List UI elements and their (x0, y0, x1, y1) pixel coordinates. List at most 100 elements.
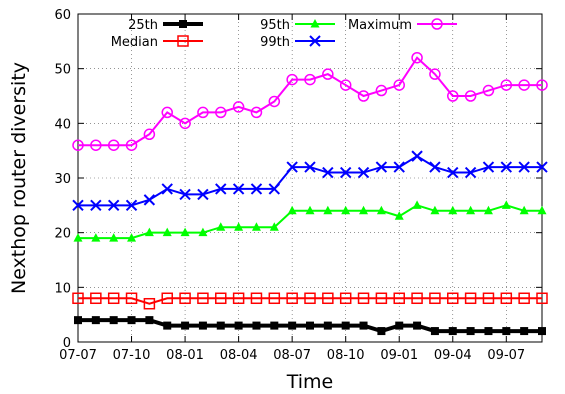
data-point-maximum (322, 68, 334, 80)
data-point-maximum (268, 95, 281, 108)
x-tick-label: 07-07 (59, 348, 97, 363)
data-point-95th (287, 205, 297, 215)
data-point-maximum (107, 139, 120, 151)
series-layer (72, 51, 548, 336)
data-point-25th (538, 327, 546, 336)
y-tick-label: 10 (54, 281, 71, 296)
data-point-25th (163, 321, 172, 330)
data-point-99th (125, 199, 138, 212)
data-point-95th (341, 205, 351, 215)
x-tick-label: 08-01 (166, 348, 204, 363)
data-point-99th (500, 161, 513, 173)
legend-item-99th: 99th (260, 35, 335, 50)
x-tick-label: 08-07 (273, 348, 311, 363)
data-point-99th (482, 161, 495, 173)
data-point-99th (72, 199, 84, 212)
data-point-25th (181, 321, 190, 330)
data-point-maximum (536, 79, 548, 91)
data-point-95th (269, 222, 279, 231)
legend-marker (177, 35, 189, 47)
grid (78, 14, 542, 342)
legend-label: Maximum (348, 18, 412, 33)
data-point-95th (359, 205, 369, 215)
data-point-95th (251, 222, 261, 231)
data-point-25th (359, 321, 368, 330)
data-point-median (125, 292, 138, 305)
legend-label: Median (111, 35, 158, 50)
data-point-25th (520, 327, 529, 336)
data-point-25th (198, 321, 207, 330)
data-point-maximum (447, 90, 459, 102)
data-point-median (500, 292, 513, 305)
data-point-95th (216, 222, 226, 231)
data-point-median (143, 297, 156, 310)
data-point-median (464, 292, 477, 305)
y-tick-label: 0 (63, 336, 71, 351)
data-point-25th (341, 321, 350, 330)
data-point-25th (127, 316, 136, 325)
data-point-median (107, 292, 120, 305)
data-point-99th (536, 161, 548, 173)
data-point-25th (74, 316, 82, 325)
data-point-95th (73, 233, 83, 242)
data-point-25th (306, 321, 314, 330)
y-axis-title: Nexthop router diversity (8, 62, 30, 294)
data-point-25th (430, 327, 439, 336)
data-point-25th (109, 316, 118, 325)
x-tick-label: 08-04 (220, 348, 258, 363)
data-point-95th (323, 205, 333, 215)
data-point-99th (232, 183, 245, 195)
data-point-99th (304, 161, 316, 173)
data-point-99th (464, 166, 477, 179)
data-point-median (322, 292, 334, 305)
data-point-maximum (197, 106, 209, 119)
data-point-maximum (411, 51, 423, 64)
y-tick-label: 50 (54, 63, 71, 78)
data-point-median (286, 292, 298, 305)
legend-label: 99th (260, 35, 290, 50)
data-point-99th (250, 183, 263, 195)
data-point-25th (502, 327, 511, 336)
data-point-99th (411, 150, 423, 162)
legend-marker (431, 18, 443, 30)
legend-label: 25th (128, 18, 158, 33)
data-point-median (232, 292, 245, 305)
series-line-median (78, 297, 542, 305)
data-point-25th (288, 321, 297, 330)
data-point-median (393, 292, 405, 305)
data-point-median (197, 292, 209, 305)
data-point-maximum (90, 139, 102, 151)
data-point-95th (91, 233, 101, 242)
data-point-95th (501, 200, 511, 209)
x-tick-label: 09-07 (487, 348, 525, 363)
data-point-median (215, 292, 227, 305)
data-point-maximum (482, 84, 495, 97)
data-point-maximum (393, 79, 405, 91)
legend-marker (179, 20, 187, 28)
data-point-maximum (161, 106, 173, 119)
data-point-99th (197, 188, 209, 201)
data-point-25th (466, 327, 475, 336)
data-point-95th (305, 205, 315, 215)
data-point-95th (519, 205, 529, 215)
data-point-maximum (286, 73, 298, 86)
data-point-median (179, 292, 191, 305)
data-point-25th (484, 327, 493, 336)
legend-item-95th: 95th (260, 18, 335, 33)
data-point-99th (215, 183, 227, 195)
legend-label: 95th (260, 18, 290, 33)
series-99th (72, 150, 548, 212)
legend-item-maximum: Maximum (348, 18, 457, 33)
data-point-median (447, 292, 459, 305)
data-point-95th (394, 211, 404, 220)
legend-marker (309, 35, 321, 47)
x-tick-label: 07-10 (113, 348, 151, 363)
data-point-95th (144, 227, 154, 237)
axis-ticks: 0 10 20 30 40 50 60 07-07 07-10 08-01 08-04 08-07 08… (54, 8, 542, 363)
data-point-95th (430, 205, 440, 215)
data-point-maximum (500, 79, 513, 91)
data-point-maximum (232, 101, 245, 113)
data-point-25th (270, 321, 279, 330)
data-point-maximum (143, 128, 156, 141)
data-point-95th (198, 227, 208, 237)
